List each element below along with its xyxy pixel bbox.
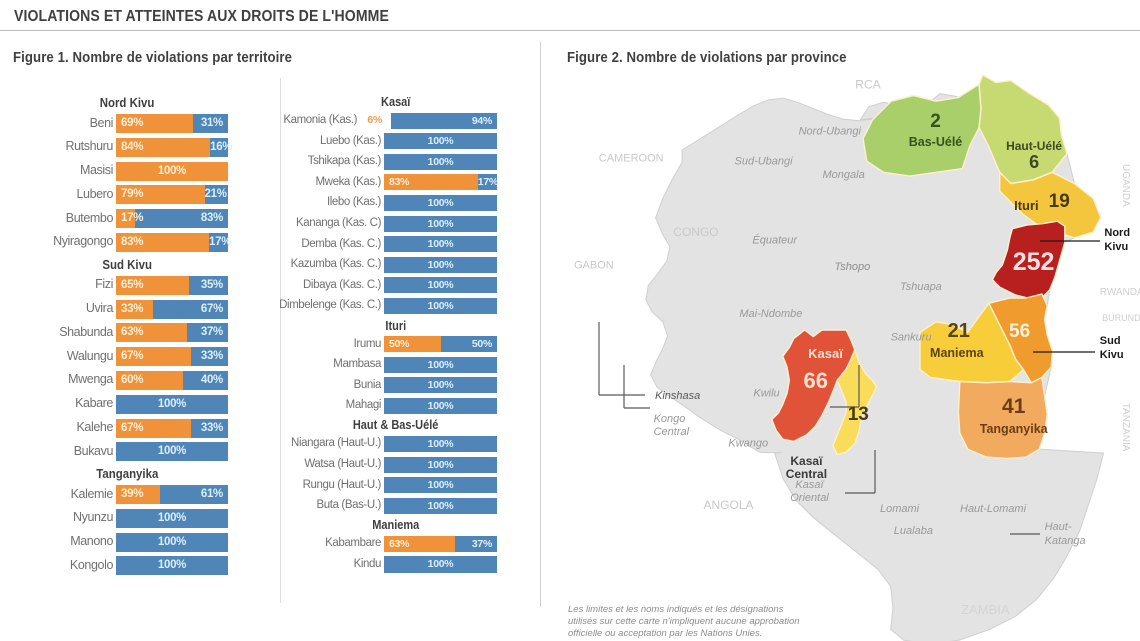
svg-text:Les limites et les noms indiqu: Les limites et les noms indiqués et les … bbox=[568, 604, 784, 615]
svg-text:Nord: Nord bbox=[1104, 227, 1130, 239]
svg-text:21: 21 bbox=[948, 320, 970, 342]
svg-text:Lomami: Lomami bbox=[880, 503, 920, 515]
svg-text:19: 19 bbox=[1049, 191, 1070, 212]
svg-text:utilisés sur cette carte n'imp: utilisés sur cette carte n'impliquent au… bbox=[568, 616, 800, 627]
svg-text:252: 252 bbox=[1013, 248, 1055, 276]
svg-text:Tshopo: Tshopo bbox=[835, 261, 871, 273]
svg-text:2: 2 bbox=[930, 111, 941, 132]
svg-text:Sankuru: Sankuru bbox=[891, 331, 932, 343]
svg-text:Kasaï: Kasaï bbox=[790, 454, 823, 468]
svg-text:Katanga: Katanga bbox=[1045, 535, 1086, 547]
svg-text:Oriental: Oriental bbox=[790, 492, 829, 504]
svg-text:GABON: GABON bbox=[574, 260, 614, 272]
svg-text:UGANDA: UGANDA bbox=[1120, 164, 1131, 207]
svg-text:Tshuapa: Tshuapa bbox=[900, 281, 942, 293]
svg-text:Sud: Sud bbox=[1100, 335, 1121, 347]
svg-text:Kivu: Kivu bbox=[1100, 349, 1124, 361]
svg-text:66: 66 bbox=[803, 368, 827, 393]
svg-text:Haut-Uélé: Haut-Uélé bbox=[1006, 139, 1062, 153]
svg-text:ANGOLA: ANGOLA bbox=[704, 498, 754, 512]
svg-text:RCA: RCA bbox=[855, 77, 880, 91]
svg-text:Kasaï: Kasaï bbox=[808, 346, 843, 361]
svg-text:41: 41 bbox=[1002, 395, 1026, 418]
svg-text:56: 56 bbox=[1009, 321, 1030, 342]
svg-text:Haut-: Haut- bbox=[1045, 521, 1072, 533]
svg-text:Bas-Uélé: Bas-Uélé bbox=[909, 135, 963, 149]
svg-text:Haut-Lomami: Haut-Lomami bbox=[960, 503, 1027, 515]
svg-text:Lualaba: Lualaba bbox=[894, 525, 933, 537]
svg-text:Mongala: Mongala bbox=[823, 169, 865, 181]
svg-text:13: 13 bbox=[848, 404, 869, 425]
svg-text:TANZANIA: TANZANIA bbox=[1120, 403, 1131, 452]
svg-text:Kasaï: Kasaï bbox=[795, 479, 824, 491]
svg-text:Kinshasa: Kinshasa bbox=[655, 390, 700, 402]
svg-text:Équateur: Équateur bbox=[752, 233, 798, 246]
svg-text:Mai-Ndombe: Mai-Ndombe bbox=[739, 308, 802, 320]
svg-text:officielle ou acceptation par: officielle ou acceptation par les Nation… bbox=[568, 628, 762, 639]
svg-text:RWANDA: RWANDA bbox=[1100, 287, 1140, 298]
svg-text:Tanganyika: Tanganyika bbox=[980, 422, 1049, 436]
svg-text:CONGO: CONGO bbox=[673, 225, 718, 239]
svg-text:Kongo: Kongo bbox=[654, 413, 686, 425]
svg-text:6: 6 bbox=[1029, 152, 1039, 172]
svg-text:Maniema: Maniema bbox=[930, 346, 985, 360]
svg-text:ZAMBIA: ZAMBIA bbox=[961, 602, 1010, 617]
svg-text:Sud-Ubangi: Sud-Ubangi bbox=[735, 155, 794, 167]
svg-text:Ituri: Ituri bbox=[1014, 198, 1039, 213]
svg-text:Kwilu: Kwilu bbox=[753, 388, 779, 400]
svg-text:BURUNDI: BURUNDI bbox=[1102, 313, 1140, 323]
svg-text:CAMEROON: CAMEROON bbox=[599, 152, 664, 164]
svg-text:Kwango: Kwango bbox=[728, 438, 768, 450]
svg-text:Nord-Ubangi: Nord-Ubangi bbox=[799, 126, 862, 138]
svg-text:Kivu: Kivu bbox=[1104, 241, 1128, 253]
svg-text:Central: Central bbox=[654, 426, 690, 438]
